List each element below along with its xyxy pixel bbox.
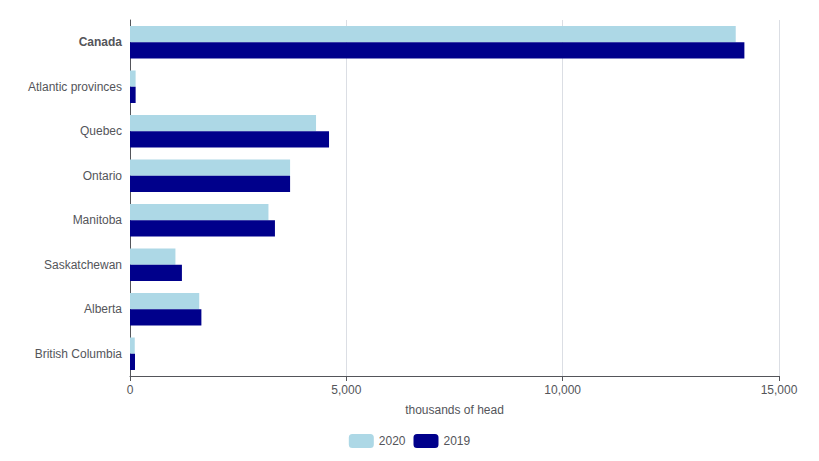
svg-text:Ontario: Ontario: [83, 169, 123, 183]
svg-text:Alberta: Alberta: [84, 302, 122, 316]
svg-text:Quebec: Quebec: [80, 124, 122, 138]
svg-text:Atlantic provinces: Atlantic provinces: [28, 80, 122, 94]
svg-text:thousands of head: thousands of head: [405, 403, 504, 417]
svg-text:Manitoba: Manitoba: [73, 213, 123, 227]
svg-text:British Columbia: British Columbia: [35, 347, 123, 361]
svg-text:Saskatchewan: Saskatchewan: [44, 258, 122, 272]
svg-text:15,000: 15,000: [761, 383, 798, 397]
svg-text:10,000: 10,000: [544, 383, 581, 397]
svg-text:2020: 2020: [379, 434, 406, 448]
svg-text:0: 0: [127, 383, 134, 397]
svg-text:Canada: Canada: [79, 35, 123, 49]
svg-text:2019: 2019: [444, 434, 471, 448]
svg-text:5,000: 5,000: [331, 383, 361, 397]
